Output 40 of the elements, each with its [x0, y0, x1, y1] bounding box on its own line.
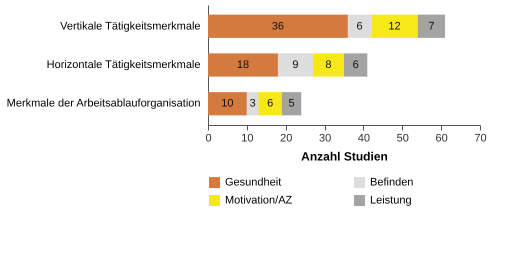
x-tick-label: 0: [205, 132, 212, 144]
x-tick-label: 20: [280, 132, 292, 144]
bar: [348, 14, 372, 38]
data-label: 36: [272, 20, 284, 32]
x-tick-label: 60: [436, 132, 448, 144]
bar: [312, 53, 344, 77]
data-label: 3: [250, 98, 256, 110]
data-label: 8: [325, 59, 332, 71]
x-tick-label: 40: [358, 132, 370, 144]
x-tick-label: 70: [474, 132, 487, 144]
bar: [344, 53, 368, 77]
data-label: 5: [288, 98, 295, 110]
legend-label: Motivation/AZ: [225, 194, 293, 206]
legend-label: Gesundheit: [225, 176, 282, 189]
bar: [282, 92, 302, 116]
x-axis-title: Anzahl Studien: [301, 150, 388, 164]
data-label: 18: [236, 59, 250, 71]
bar: [246, 92, 259, 116]
data-label: 7: [428, 20, 434, 32]
x-tick-label: 30: [318, 132, 332, 144]
data-label: 12: [388, 20, 401, 32]
x-tick-label: 10: [241, 132, 254, 144]
legend-label: Leistung: [370, 194, 412, 206]
bar: [258, 92, 282, 116]
legend-label: Befinden: [370, 176, 414, 189]
bar: [371, 14, 418, 38]
y-tick-label: Vertikale Tätigkeitsmerkmale: [60, 20, 200, 32]
bar: [208, 92, 247, 116]
y-tick-label: Merkmale der Arbeitsablauforganisation: [6, 98, 200, 110]
bar: [208, 53, 278, 77]
data-label: 6: [352, 59, 359, 71]
bar: [208, 14, 348, 38]
data-label: 9: [292, 59, 298, 71]
data-label: 10: [221, 98, 234, 110]
x-tick-label: 50: [396, 132, 409, 144]
y-tick-label: Horizontale Tätigkeitsmerkmale: [46, 59, 200, 71]
bar: [278, 53, 313, 77]
data-label: 6: [267, 98, 274, 110]
data-label: 6: [356, 20, 363, 32]
bar: [418, 14, 446, 38]
